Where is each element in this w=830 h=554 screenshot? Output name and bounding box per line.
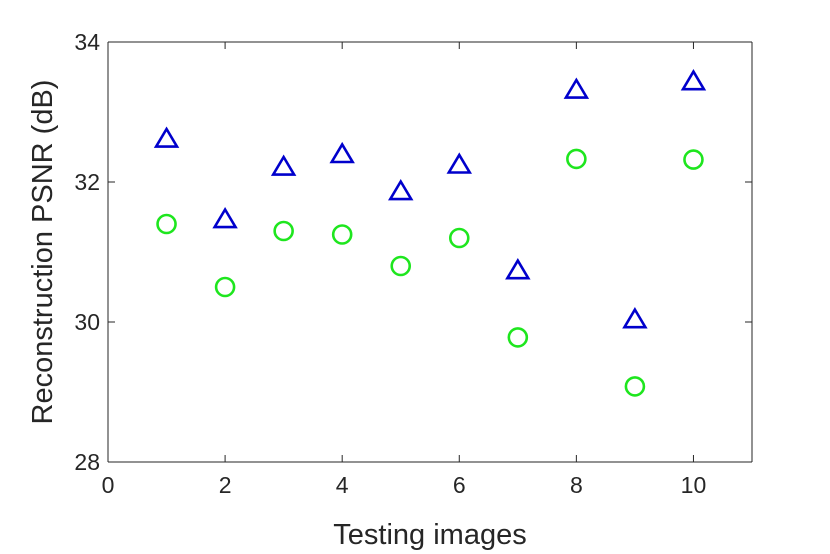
triangle-point <box>446 152 473 174</box>
y-tick-label: 30 <box>74 309 100 335</box>
triangle-point <box>270 154 297 176</box>
triangle-point <box>622 307 648 329</box>
triangle-point <box>563 77 590 99</box>
x-axis-label: Testing images <box>333 519 526 551</box>
triangle-point <box>505 258 531 280</box>
y-tick-label: 28 <box>74 449 100 475</box>
ticks: 0 2 4 6 8 10 28 30 32 34 <box>74 29 752 498</box>
x-tick-label: 0 <box>102 472 115 498</box>
x-tick-label: 2 <box>219 472 232 498</box>
triangle-point <box>387 178 414 201</box>
y-tick-label: 32 <box>74 169 100 195</box>
circle-point <box>507 327 529 348</box>
circle-point <box>331 224 353 245</box>
circle-point <box>448 227 470 249</box>
x-tick-label: 4 <box>336 472 349 498</box>
circle-point <box>624 376 646 397</box>
circle-point <box>273 220 294 242</box>
y-tick-label: 34 <box>74 29 100 55</box>
triangle-point <box>329 141 355 164</box>
circle-point <box>214 276 236 298</box>
triangle-point <box>212 206 238 229</box>
axes <box>107 41 753 463</box>
circle-point <box>566 148 587 170</box>
y-axis-label: Reconstruction PSNR (dB) <box>27 80 59 425</box>
plot-area <box>108 42 752 462</box>
x-tick-label: 6 <box>453 472 466 498</box>
circle-point <box>683 149 704 170</box>
circle-point <box>156 213 177 235</box>
marks <box>153 69 707 397</box>
x-tick-label: 8 <box>570 472 583 498</box>
triangle-point <box>153 126 180 148</box>
circle-point <box>390 255 412 277</box>
x-tick-label: 10 <box>681 472 707 498</box>
triangle-point <box>680 69 707 91</box>
